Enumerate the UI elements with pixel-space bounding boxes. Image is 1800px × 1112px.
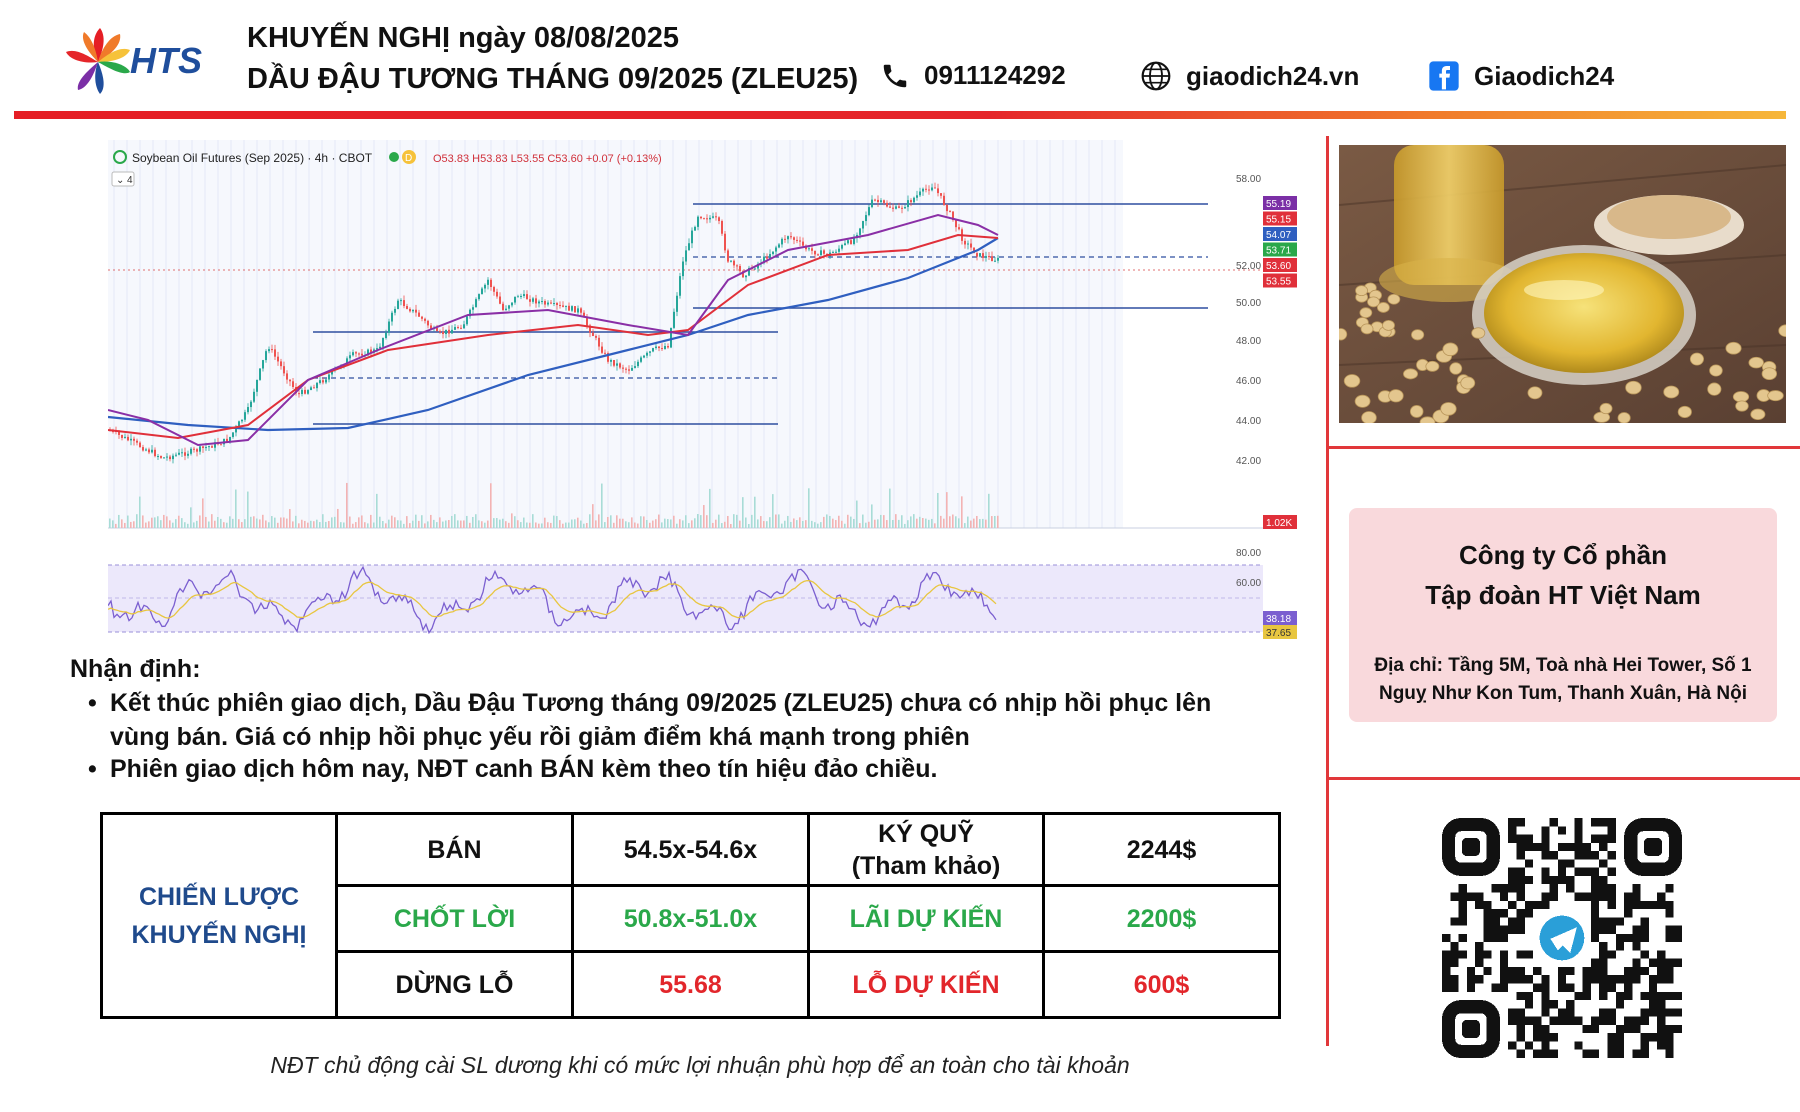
company-name-line1: Công ty Cổ phần bbox=[1459, 540, 1667, 570]
company-address-line1: Địa chỉ: Tầng 5M, Toà nhà Hei Tower, Số … bbox=[1374, 655, 1752, 676]
strategy-table: CHIẾN LƯỢC KHUYẾN NGHỊ BÁN 54.5x-54.6x K… bbox=[100, 812, 1281, 1019]
take-profit-action: CHỐT LỜI bbox=[335, 884, 574, 953]
price-label: 55.15 bbox=[1266, 215, 1291, 226]
price-label-tag bbox=[1263, 211, 1297, 226]
footnote: NĐT chủ động cài SL dương khi có mức lợi… bbox=[270, 1052, 1130, 1078]
price-label-tag bbox=[1263, 227, 1297, 241]
volume-tag bbox=[1263, 515, 1297, 529]
rsi-label-tag bbox=[1263, 625, 1297, 639]
price-chart[interactable]: Soybean Oil Futures (Sep 2025) · 4h · CB… bbox=[108, 140, 1304, 642]
price-label: 54.07 bbox=[1266, 230, 1291, 241]
bullet-1-line2: vùng bán. Giá có nhịp hồi phục yếu rồi g… bbox=[110, 723, 970, 751]
price-label: 55.19 bbox=[1266, 199, 1291, 210]
strategy-label: CHIẾN LƯỢC KHUYẾN NGHỊ bbox=[100, 812, 338, 1019]
header-divider bbox=[14, 111, 1786, 119]
report-title: KHUYẾN NGHỊ ngày 08/08/2025 bbox=[247, 22, 679, 54]
bullet-1-line1: Kết thúc phiên giao dịch, Dầu Đậu Tương … bbox=[110, 689, 1212, 717]
sell-price: 54.5x-54.6x bbox=[571, 812, 810, 887]
company-address-line2: Nguỵ Như Kon Tum, Thanh Xuân, Hà Nội bbox=[1378, 683, 1748, 704]
chart-ohlc: O53.83 H53.83 L53.55 C53.60 +0.07 (+0.13… bbox=[433, 153, 662, 165]
hts-logo bbox=[66, 28, 130, 94]
take-profit-price: 50.8x-51.0x bbox=[571, 884, 810, 953]
right-divider-2 bbox=[1326, 777, 1800, 780]
y-tick-label: 58.00 bbox=[1236, 174, 1261, 185]
facebook-page[interactable]: Giaodich24 bbox=[1474, 60, 1615, 91]
soybean-oil-photo bbox=[1339, 145, 1786, 423]
expected-profit-label: LÃI DỰ KIẾN bbox=[807, 884, 1045, 953]
telegram-qr-code[interactable] bbox=[1442, 818, 1682, 1058]
phone-number: 0911124292 bbox=[924, 60, 1066, 90]
price-label-tag bbox=[1263, 242, 1297, 257]
globe-icon bbox=[1141, 61, 1171, 91]
rsi-tick-label: 60.00 bbox=[1236, 578, 1261, 589]
phone-contact[interactable]: 0911124292 bbox=[880, 60, 1066, 91]
expected-loss-value: 600$ bbox=[1042, 950, 1281, 1019]
chart-badge: D bbox=[405, 153, 412, 164]
sell-action: BÁN bbox=[335, 812, 574, 887]
y-tick-label: 48.00 bbox=[1236, 336, 1261, 347]
y-tick-label: 50.00 bbox=[1236, 298, 1261, 309]
stop-loss-price: 55.68 bbox=[571, 950, 810, 1019]
facebook-contact[interactable]: Giaodich24 bbox=[1428, 60, 1614, 92]
y-tick-label: 52.00 bbox=[1236, 261, 1261, 272]
price-label: 53.55 bbox=[1266, 277, 1291, 288]
rsi-tick-label: 80.00 bbox=[1236, 548, 1261, 559]
bullet-2-line1: Phiên giao dịch hôm nay, NĐT canh BÁN kè… bbox=[110, 755, 938, 783]
margin-value: 2244$ bbox=[1042, 812, 1281, 887]
expected-profit-value: 2200$ bbox=[1042, 884, 1281, 953]
website-contact[interactable]: giaodich24.vn bbox=[1140, 60, 1359, 92]
right-divider-1 bbox=[1326, 446, 1800, 449]
expected-loss-label: LỖ DỰ KIẾN bbox=[807, 950, 1045, 1019]
price-label: 53.60 bbox=[1266, 261, 1291, 272]
rsi-label: 38.18 bbox=[1266, 614, 1291, 625]
margin-label: KÝ QUỸ (Tham khảo) bbox=[807, 812, 1045, 887]
phone-icon bbox=[883, 64, 907, 87]
report-subtitle: DẦU ĐẬU TƯƠNG THÁNG 09/2025 (ZLEU25) bbox=[247, 63, 859, 95]
volume-label: 1.02K bbox=[1266, 518, 1292, 529]
facebook-icon bbox=[1429, 61, 1459, 91]
company-name-line2: Tập đoàn HT Việt Nam bbox=[1425, 580, 1701, 610]
indicator-toggle[interactable]: ⌄ bbox=[116, 175, 124, 186]
analysis-heading: Nhận định: bbox=[70, 655, 201, 683]
analysis-bullet-2: • Phiên giao dịch hôm nay, NĐT canh BÁN … bbox=[88, 752, 1328, 786]
y-tick-label: 46.00 bbox=[1236, 376, 1261, 387]
indicator-count: 4 bbox=[127, 175, 133, 186]
analysis-bullet-1: • Kết thúc phiên giao dịch, Dầu Đậu Tươn… bbox=[88, 686, 1328, 756]
price-label: 53.71 bbox=[1266, 246, 1291, 257]
stop-loss-action: DỪNG LỖ bbox=[335, 950, 574, 1019]
website-link[interactable]: giaodich24.vn bbox=[1186, 60, 1360, 91]
price-label-tag bbox=[1263, 273, 1297, 288]
hts-brand-text: HTS bbox=[130, 40, 202, 81]
right-column-divider bbox=[1326, 136, 1329, 1046]
chart-title: Soybean Oil Futures (Sep 2025) · 4h · CB… bbox=[132, 151, 373, 165]
price-label-tag bbox=[1263, 196, 1297, 210]
rsi-label-tag bbox=[1263, 611, 1297, 625]
rsi-label: 37.65 bbox=[1266, 628, 1291, 639]
price-label-tag bbox=[1263, 258, 1297, 272]
company-info-box: Công ty Cổ phần Tập đoàn HT Việt Nam Địa… bbox=[1349, 508, 1777, 722]
y-tick-label: 42.00 bbox=[1236, 456, 1261, 467]
y-tick-label: 44.00 bbox=[1236, 416, 1261, 427]
